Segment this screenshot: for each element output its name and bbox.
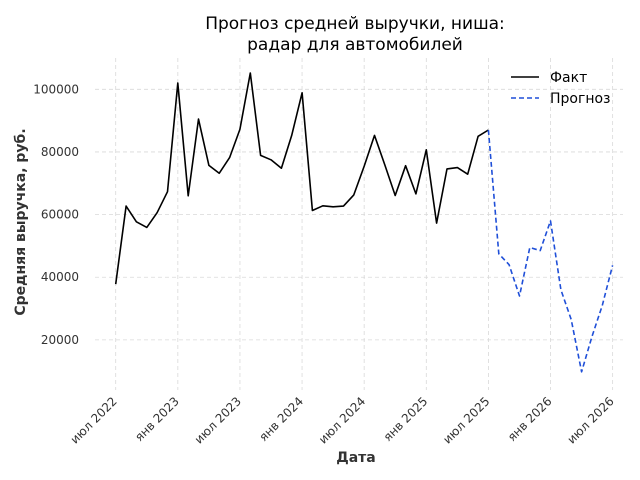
x-tick-label: июл 2025 — [440, 394, 492, 446]
x-axis-label: Дата — [336, 450, 375, 466]
x-tick-label: июл 2023 — [192, 394, 244, 446]
y-axis-label: Средняя выручка, руб. — [13, 128, 29, 315]
x-tick-label: янв 2024 — [256, 394, 306, 444]
y-tick-label: 100000 — [33, 82, 79, 96]
x-tick-label: июл 2022 — [68, 394, 120, 446]
series-line-forecast — [487, 129, 614, 373]
x-tick-label: июл 2024 — [316, 394, 368, 446]
x-tick-label: янв 2026 — [505, 394, 555, 444]
x-tick-label: июл 2026 — [564, 394, 616, 446]
x-tick-label: янв 2025 — [381, 394, 431, 444]
grid-lines — [95, 58, 623, 390]
series-lines — [114, 72, 614, 373]
y-tick-label: 40000 — [41, 270, 79, 284]
y-tick-label: 80000 — [41, 145, 79, 159]
y-tick-label: 60000 — [41, 208, 79, 222]
chart-title-line2: радар для автомобилей — [247, 35, 463, 55]
x-tick-label: янв 2023 — [132, 394, 182, 444]
series-line-fact — [114, 72, 489, 285]
legend-fact-label: Факт — [550, 70, 587, 86]
legend-forecast-label: Прогноз — [550, 91, 611, 107]
chart-title-line1: Прогноз средней выручки, ниша: — [205, 14, 505, 34]
legend: Факт Прогноз — [511, 70, 611, 107]
y-tick-label: 20000 — [41, 333, 79, 347]
